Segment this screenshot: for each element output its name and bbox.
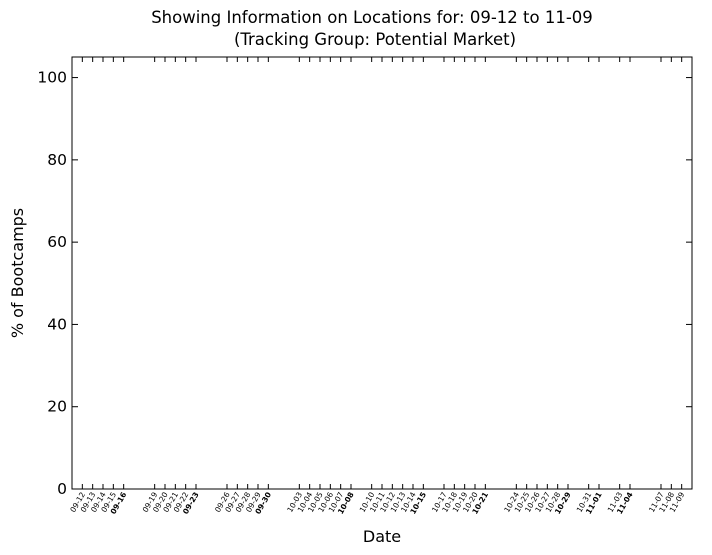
y-tick-label: 0 <box>57 480 67 498</box>
y-tick-label: 60 <box>47 233 67 251</box>
x-axis-label: Date <box>363 527 401 546</box>
y-axis: 0 20 40 60 80 100 <box>37 69 692 498</box>
y-tick-label: 80 <box>47 151 67 169</box>
y-tick-label: 40 <box>47 315 67 333</box>
chart-subtitle: (Tracking Group: Potential Market) <box>234 30 516 49</box>
chart-title: Showing Information on Locations for: 09… <box>151 8 593 27</box>
plot-area <box>71 56 693 490</box>
y-axis-label: % of Bootcamps <box>8 208 27 338</box>
y-tick-label: 100 <box>37 69 67 87</box>
y-tick-label: 20 <box>47 398 67 416</box>
